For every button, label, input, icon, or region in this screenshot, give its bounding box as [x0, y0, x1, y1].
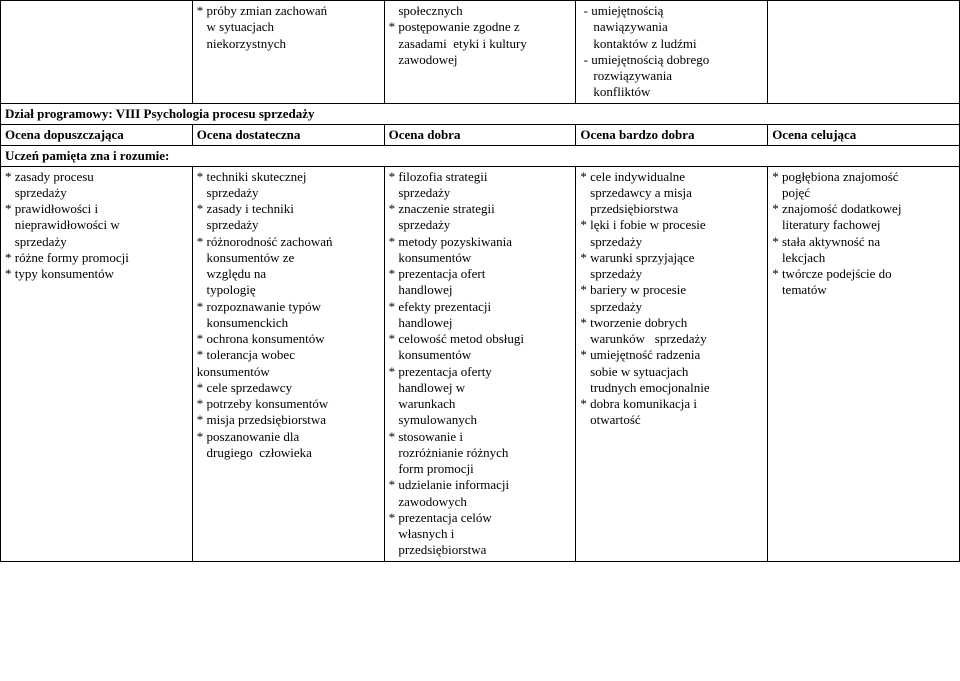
- carryover-cell-1: [1, 1, 193, 104]
- carryover-cell-5: [768, 1, 960, 104]
- grade-header-cell: Ocena celująca: [768, 124, 960, 145]
- carryover-cell-2: * próby zmian zachowań w sytuacjach niek…: [192, 1, 384, 104]
- cell-content: * pogłębiona znajomość pojęć * znajomość…: [772, 169, 955, 299]
- body-cell-5: * pogłębiona znajomość pojęć * znajomość…: [768, 166, 960, 561]
- cell-content: * cele indywidualne sprzedawcy a misja p…: [580, 169, 763, 429]
- body-row: * zasady procesu sprzedaży * prawidłowoś…: [1, 166, 960, 561]
- remembers-row: Uczeń pamięta zna i rozumie:: [1, 145, 960, 166]
- cell-content: * filozofia strategii sprzedaży * znacze…: [389, 169, 572, 559]
- grade-header: Ocena dopuszczająca: [5, 127, 124, 142]
- grade-header: Ocena dobra: [389, 127, 461, 142]
- carryover-cell-4: - umiejętnością nawiązywania kontaktów z…: [576, 1, 768, 104]
- body-cell-4: * cele indywidualne sprzedawcy a misja p…: [576, 166, 768, 561]
- cell-content: * zasady procesu sprzedaży * prawidłowoś…: [5, 169, 188, 283]
- body-cell-3: * filozofia strategii sprzedaży * znacze…: [384, 166, 576, 561]
- cell-content: - umiejętnością nawiązywania kontaktów z…: [580, 3, 763, 101]
- grade-header: Ocena bardzo dobra: [580, 127, 694, 142]
- grade-header: Ocena celująca: [772, 127, 856, 142]
- section-title: Dział programowy: VIII Psychologia proce…: [5, 106, 314, 121]
- grade-header-cell: Ocena dobra: [384, 124, 576, 145]
- body-cell-2: * techniki skutecznej sprzedaży * zasady…: [192, 166, 384, 561]
- grade-header-cell: Ocena dostateczna: [192, 124, 384, 145]
- cell-content: * techniki skutecznej sprzedaży * zasady…: [197, 169, 380, 462]
- section-title-row: Dział programowy: VIII Psychologia proce…: [1, 103, 960, 124]
- grade-header: Ocena dostateczna: [197, 127, 301, 142]
- grade-header-row: Ocena dopuszczająca Ocena dostateczna Oc…: [1, 124, 960, 145]
- section-title-cell: Dział programowy: VIII Psychologia proce…: [1, 103, 960, 124]
- grade-header-cell: Ocena dopuszczająca: [1, 124, 193, 145]
- remembers-label: Uczeń pamięta zna i rozumie:: [5, 148, 169, 163]
- body-cell-1: * zasady procesu sprzedaży * prawidłowoś…: [1, 166, 193, 561]
- carryover-cell-3: społecznych * postępowanie zgodne z zasa…: [384, 1, 576, 104]
- cell-content: społecznych * postępowanie zgodne z zasa…: [389, 3, 572, 68]
- cell-content: * próby zmian zachowań w sytuacjach niek…: [197, 3, 380, 52]
- remembers-cell: Uczeń pamięta zna i rozumie:: [1, 145, 960, 166]
- curriculum-table: * próby zmian zachowań w sytuacjach niek…: [0, 0, 960, 562]
- grade-header-cell: Ocena bardzo dobra: [576, 124, 768, 145]
- table-row: * próby zmian zachowań w sytuacjach niek…: [1, 1, 960, 104]
